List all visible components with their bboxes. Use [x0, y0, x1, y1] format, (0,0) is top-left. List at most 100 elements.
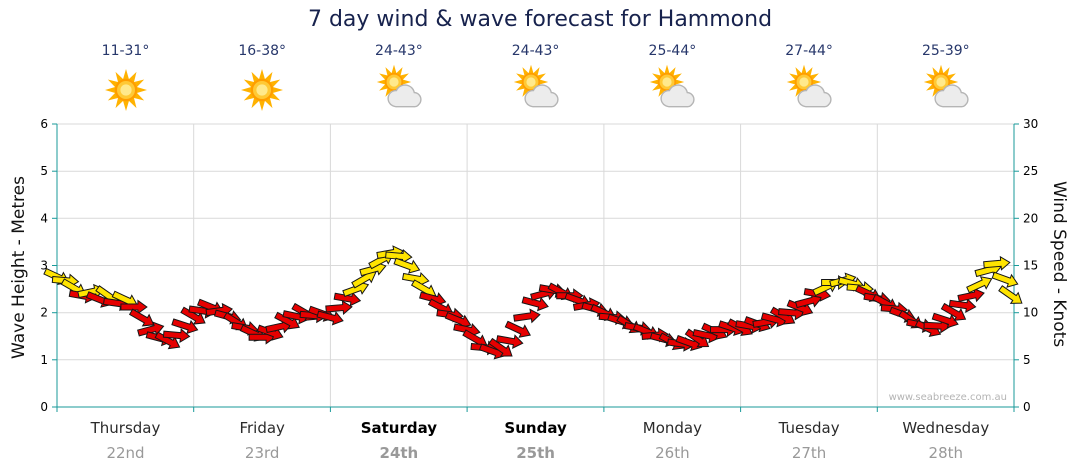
sun-ray	[402, 79, 412, 85]
sun-ray	[513, 79, 523, 85]
wind-arrow	[931, 312, 959, 329]
chart-title: 7 day wind & wave forecast for Hammond	[307, 7, 773, 32]
wind-arrow	[162, 328, 191, 344]
wind-arrow	[504, 320, 531, 338]
wind-arrow	[521, 296, 549, 312]
day-date: 25th	[516, 444, 555, 462]
sun-ray	[786, 79, 796, 85]
sun-ray	[675, 79, 685, 85]
wind-arrow	[128, 308, 155, 327]
weather-icon-box	[330, 63, 467, 117]
day-date: 26th	[655, 444, 690, 462]
weather-icon-box	[194, 63, 331, 117]
day-column: Saturday 24th	[330, 419, 467, 462]
left-tick-label: 3	[40, 259, 48, 273]
day-name: Thursday	[90, 419, 161, 437]
left-tick-label: 2	[40, 306, 48, 320]
sun-cloud-icon	[786, 64, 832, 108]
cloud-body	[662, 85, 694, 106]
right-tick-label: 5	[1023, 353, 1031, 367]
sun-cloud-icon	[513, 64, 559, 108]
day-date: 23rd	[244, 444, 280, 462]
temperature-label: 25-39°	[921, 43, 970, 59]
sun-ray	[801, 64, 807, 74]
day-name: Friday	[239, 419, 285, 437]
sun-ray	[948, 79, 958, 85]
weather-icon-box	[877, 63, 1014, 117]
day-date: 24th	[379, 444, 419, 462]
sun-ray	[104, 86, 116, 94]
day-name: Wednesday	[902, 419, 990, 437]
right-tick-label: 0	[1023, 400, 1031, 414]
wind-arrow	[983, 255, 1011, 271]
cloud-body	[388, 85, 421, 106]
temperature-label: 16-38°	[238, 43, 287, 59]
day-date: 22nd	[106, 444, 145, 462]
wind-arrow	[957, 287, 985, 303]
left-axis-title: Wave Height - Metres	[9, 176, 29, 359]
temperature-label: 24-43°	[375, 43, 423, 59]
wind-arrow	[171, 318, 199, 335]
right-tick-label: 30	[1023, 117, 1038, 131]
wind-arrow	[684, 328, 710, 348]
day-name: Tuesday	[778, 419, 840, 437]
sun-icon	[241, 69, 284, 111]
wind-arrow	[274, 311, 300, 330]
day-column: Friday 23rd	[194, 419, 331, 462]
wind-arrow	[794, 293, 823, 309]
wind-arrow	[316, 310, 344, 326]
sun-ray	[241, 86, 253, 94]
temperature-label: 25-44°	[648, 43, 697, 59]
weather-icon-box	[741, 63, 878, 117]
sun-ray	[272, 86, 284, 94]
wind-arrow	[991, 271, 1019, 288]
wind-arrow	[401, 271, 430, 287]
sun-ray	[376, 79, 386, 85]
wind-arrow	[495, 334, 524, 349]
day-column: Monday 26th	[604, 419, 741, 462]
day-column: Wednesday 28th	[877, 419, 1014, 462]
temperature-label: 27-44°	[785, 43, 833, 59]
day-date: 28th	[928, 444, 964, 462]
left-tick-label: 6	[40, 117, 48, 131]
day-name: Saturday	[360, 419, 438, 437]
wind-arrow	[998, 285, 1023, 304]
sun-ray	[122, 69, 129, 80]
wind-arrow	[786, 299, 814, 317]
temperature-label: 24-43°	[511, 43, 560, 59]
sun-icon	[104, 69, 147, 111]
wind-arrow	[333, 291, 362, 307]
right-tick-label: 25	[1023, 164, 1038, 178]
temperature-label: 11-31°	[101, 43, 150, 59]
wind-arrow	[180, 306, 206, 325]
sun-ray	[391, 64, 397, 74]
watermark: www.seabreeze.com.au	[888, 392, 1007, 403]
right-tick-label: 20	[1023, 211, 1038, 225]
right-tick-label: 15	[1023, 259, 1038, 273]
wind-arrow	[137, 321, 165, 337]
wind-arrow	[940, 302, 967, 321]
sun-ray	[258, 69, 266, 80]
sun-cloud-icon	[923, 64, 969, 108]
sun-ray	[650, 79, 660, 85]
wind-arrow	[488, 337, 513, 357]
day-name: Monday	[642, 419, 702, 437]
wind-arrow	[325, 300, 353, 316]
day-column: Sunday 25th	[467, 419, 604, 462]
sun-cloud-icon	[650, 64, 695, 108]
sun-ray	[538, 79, 548, 85]
sun-ray	[664, 64, 670, 74]
weather-icon-box	[57, 63, 194, 117]
left-tick-label: 5	[40, 164, 48, 178]
left-tick-label: 1	[40, 353, 48, 367]
sun-ray	[135, 86, 147, 94]
wind-arrow	[393, 257, 421, 274]
sun-ray	[122, 100, 129, 111]
wind-arrow	[513, 308, 541, 324]
sun-ray	[527, 64, 534, 74]
cloud-body	[798, 85, 831, 106]
wind-arrow	[154, 331, 181, 350]
sun-cloud-icon	[376, 64, 422, 108]
